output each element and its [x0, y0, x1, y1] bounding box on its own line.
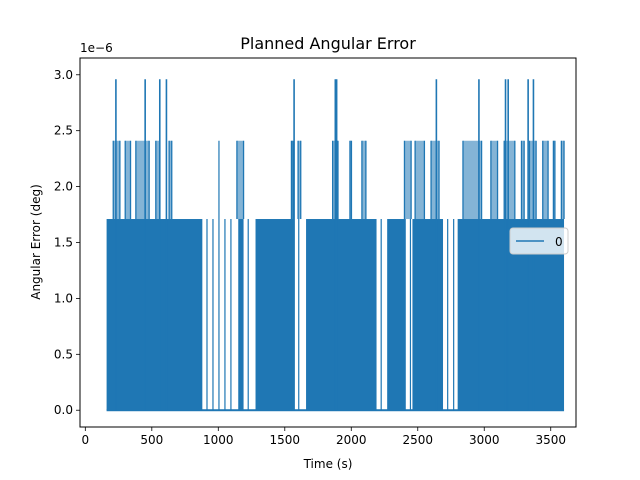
- y-scale-label: 1e−6: [80, 41, 113, 55]
- series-0-cluster: [236, 140, 244, 220]
- y-tick-label: 2.0: [54, 180, 73, 194]
- series-0-cluster: [361, 140, 366, 220]
- legend-label: 0: [555, 235, 563, 249]
- series-0-cluster: [561, 140, 565, 220]
- y-tick-label: 1.0: [54, 291, 73, 305]
- x-tick-label: 1000: [203, 433, 234, 447]
- series-0-dense-segment: [106, 219, 203, 411]
- series-0-cluster: [349, 140, 352, 220]
- series-0-dense-segment: [412, 219, 444, 411]
- y-tick-label: 2.5: [54, 124, 73, 138]
- x-axis-label: Time (s): [303, 457, 353, 471]
- x-tick-label: 1500: [270, 433, 301, 447]
- series-0-cluster: [521, 140, 525, 220]
- series-0-cluster: [504, 140, 515, 220]
- series-0-cluster: [415, 140, 425, 220]
- y-tick-label: 1.5: [54, 236, 73, 250]
- x-tick-label: 3500: [535, 433, 566, 447]
- x-tick-label: 500: [140, 433, 163, 447]
- y-axis-label: Angular Error (deg): [29, 184, 43, 300]
- series-0-dense-segment: [387, 219, 406, 411]
- chart-title: Planned Angular Error: [240, 34, 416, 53]
- x-tick-label: 2500: [402, 433, 433, 447]
- x-tick-label: 3000: [469, 433, 500, 447]
- series-0-cluster: [542, 140, 549, 220]
- series-0-cluster: [431, 140, 440, 220]
- series-0-cluster: [490, 140, 498, 220]
- series-0-dense-segment: [306, 219, 377, 411]
- x-tick-label: 0: [81, 433, 89, 447]
- series-0-cluster: [298, 140, 301, 220]
- series-0-cluster: [135, 140, 150, 220]
- series-0-cluster: [125, 140, 131, 220]
- series-0-cluster: [169, 140, 172, 220]
- series-0-cluster: [155, 140, 160, 220]
- y-tick-label: 0.0: [54, 403, 73, 417]
- series-0-dense-segment: [238, 219, 244, 411]
- series-0-dense-segment: [255, 219, 295, 411]
- axes: 0 500 1000 1500 2000 2500 3000 3500 0.0 0.5 1.0 1.5…: [54, 57, 577, 447]
- series-0-cluster: [553, 140, 555, 220]
- y-tick-label: 3.0: [54, 68, 73, 82]
- y-tick-label: 0.5: [54, 347, 73, 361]
- series-0-cluster: [462, 140, 482, 220]
- legend: 0: [509, 227, 569, 255]
- series-0-cluster: [404, 140, 412, 220]
- plot-area: [106, 79, 565, 412]
- x-tick-label: 2000: [336, 433, 367, 447]
- series-0-cluster: [291, 140, 293, 220]
